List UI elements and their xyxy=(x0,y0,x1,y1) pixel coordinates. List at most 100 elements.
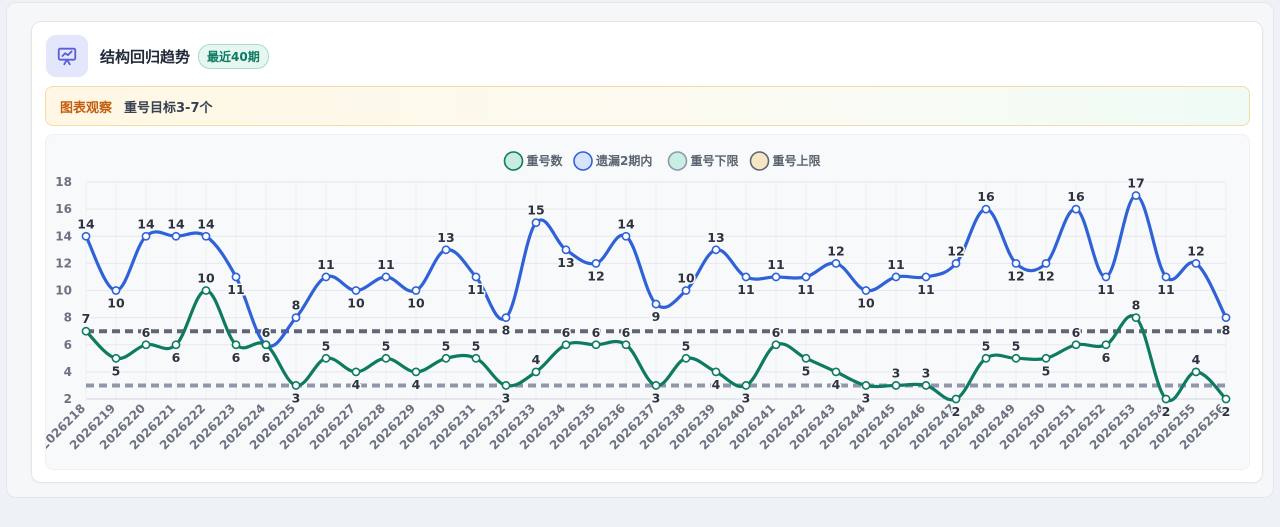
y-tick-label: 16 xyxy=(55,202,72,216)
miss2-series xyxy=(81,191,1231,350)
repeat-point xyxy=(1131,313,1141,323)
repeat-data-label: 5 xyxy=(1012,338,1021,353)
miss2-point xyxy=(321,272,331,282)
miss2-data-label: 9 xyxy=(652,309,661,324)
repeat-data-label: 3 xyxy=(862,390,871,405)
repeat-point xyxy=(1161,394,1171,404)
miss2-data-label: 12 xyxy=(827,243,844,258)
miss2-data-label: 11 xyxy=(887,257,904,272)
observation-note: 图表观察 重号目标3-7个 xyxy=(45,86,1250,126)
repeat-point xyxy=(141,340,151,350)
legend-label: 重号下限 xyxy=(691,153,739,168)
miss2-point xyxy=(1191,258,1201,268)
miss2-data-label: 13 xyxy=(557,255,574,270)
trend-card: 结构回归趋势 最近40期 图表观察 重号目标3-7个 2 4 6 8 10 12 14 16 1… xyxy=(31,21,1263,483)
miss2-point xyxy=(1221,313,1231,323)
repeat-data-label: 6 xyxy=(772,325,781,340)
note-label: 图表观察 xyxy=(60,100,113,116)
miss2-point xyxy=(981,204,991,214)
miss2-point xyxy=(471,272,481,282)
miss2-point xyxy=(831,258,841,268)
repeat-data-label: 4 xyxy=(832,377,841,392)
repeat-data-label: 3 xyxy=(292,390,301,405)
repeat-data-label: 2 xyxy=(1162,404,1171,419)
repeat-point xyxy=(111,353,121,363)
miss2-data-label: 11 xyxy=(467,282,484,297)
y-tick-label: 2 xyxy=(64,392,72,406)
repeat-point xyxy=(711,367,721,377)
repeat-data-label: 6 xyxy=(562,325,571,340)
repeat-point xyxy=(231,340,241,350)
repeat-data-label: 3 xyxy=(652,390,661,405)
miss2-data-label: 8 xyxy=(1222,323,1231,338)
repeat-data-label: 6 xyxy=(172,350,181,365)
miss2-data-label: 14 xyxy=(167,216,185,231)
miss2-data-label: 10 xyxy=(347,296,365,311)
miss2-data-label: 12 xyxy=(1187,243,1204,258)
trend-line-chart: 2468101214161820262182026219202622020262… xyxy=(37,151,1232,452)
repeat-data-label: 4 xyxy=(712,377,721,392)
repeat-point xyxy=(81,326,91,336)
repeat-data-label: 5 xyxy=(682,338,691,353)
repeat-point xyxy=(741,381,751,390)
miss2-data-label: 12 xyxy=(587,268,604,283)
miss2-data-label: 10 xyxy=(677,271,695,286)
miss2-data-label: 11 xyxy=(737,282,754,297)
miss2-point xyxy=(411,286,421,295)
repeat-point xyxy=(1221,394,1231,404)
repeat-data-label: 2 xyxy=(952,404,961,419)
miss2-data-label: 15 xyxy=(527,203,544,218)
repeat-data-label: 5 xyxy=(982,338,991,353)
repeat-point xyxy=(201,286,211,295)
miss2-data-label: 16 xyxy=(1067,189,1085,204)
repeat-point xyxy=(501,381,511,390)
repeat-point xyxy=(1011,353,1021,363)
miss2-point xyxy=(171,231,181,241)
repeat-point xyxy=(291,381,301,390)
legend-marker xyxy=(667,151,688,171)
repeat-data-label: 3 xyxy=(892,365,901,380)
legend: 重号数 遗漏2期内 重号下限 重号上限 xyxy=(503,151,821,171)
repeat-point xyxy=(921,381,931,390)
card-title: 结构回归趋势 xyxy=(100,47,191,66)
repeat-data-label: 4 xyxy=(412,377,421,392)
repeat-point xyxy=(1191,367,1201,377)
repeat-data-label: 5 xyxy=(382,338,391,353)
card-header: 结构回归趋势 最近40期 xyxy=(46,35,269,77)
repeat-data-label: 10 xyxy=(197,271,215,286)
repeat-point xyxy=(801,353,811,363)
miss2-point xyxy=(651,299,661,309)
repeat-point xyxy=(591,340,601,350)
miss2-point xyxy=(1101,272,1111,282)
repeat-point xyxy=(651,381,661,390)
repeat-series xyxy=(81,286,1231,404)
miss2-point xyxy=(381,272,391,282)
repeat-point xyxy=(171,340,181,350)
miss2-data-label: 13 xyxy=(437,230,454,245)
repeat-point xyxy=(531,367,541,377)
miss2-point xyxy=(621,231,631,241)
y-tick-label: 12 xyxy=(55,256,72,270)
miss2-data-label: 12 xyxy=(1037,268,1054,283)
repeat-point xyxy=(351,367,361,377)
repeat-point xyxy=(891,381,901,390)
miss2-data-label: 11 xyxy=(377,257,394,272)
miss2-data-label: 11 xyxy=(917,282,934,297)
miss2-data-label: 11 xyxy=(317,257,334,272)
miss2-data-label: 12 xyxy=(1007,268,1024,283)
miss2-data-label: 14 xyxy=(617,216,635,231)
repeat-data-label: 5 xyxy=(322,338,331,353)
miss2-data-label: 11 xyxy=(1097,282,1114,297)
repeat-data-label: 4 xyxy=(352,377,361,392)
period-badge: 最近40期 xyxy=(198,43,269,69)
grid xyxy=(85,181,1227,400)
repeat-point xyxy=(1101,340,1111,350)
repeat-data-label: 5 xyxy=(1042,363,1051,378)
repeat-point xyxy=(771,340,781,350)
miss2-point xyxy=(861,286,871,295)
miss2-data-label: 16 xyxy=(977,189,995,204)
repeat-point xyxy=(411,367,421,377)
miss2-data-label: 11 xyxy=(1157,282,1174,297)
miss2-point xyxy=(1011,258,1021,268)
miss2-point xyxy=(1041,258,1051,268)
